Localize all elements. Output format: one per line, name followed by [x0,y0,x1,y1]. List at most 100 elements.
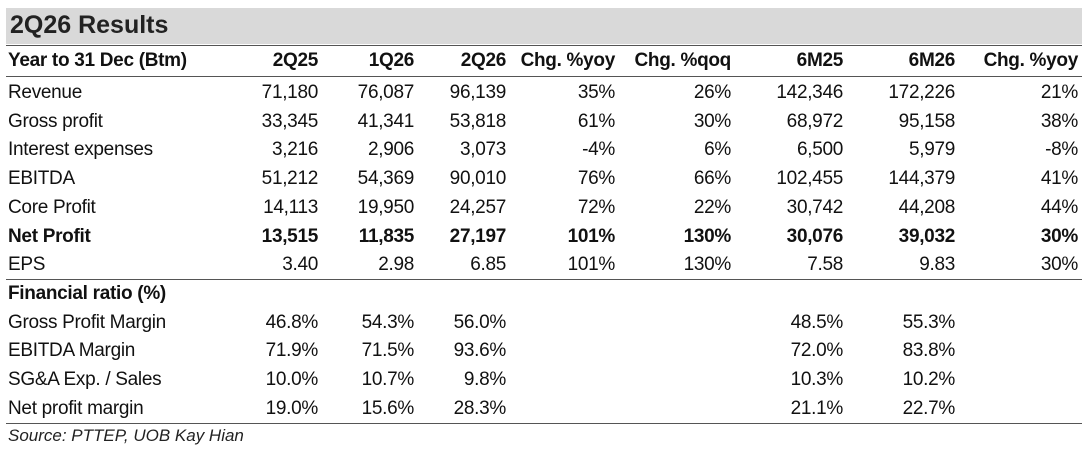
table-cell: 30% [693,110,731,132]
table-cell: 44,208 [898,196,956,218]
column-header: Chg. %yoy [983,50,1079,71]
table-cell: 55.3% [902,311,956,333]
table-cell: 130% [683,254,732,276]
table-cell: 3,216 [271,139,318,161]
table-cell: 51,212 [261,168,319,190]
table-cell: 33,345 [261,110,319,132]
table-cell: 2.98 [378,254,414,276]
table-cell: 38% [1040,110,1078,132]
title-bar [6,8,1082,44]
table-cell: 13,515 [261,225,319,247]
table-cell: 10.0% [265,369,319,390]
table-cell: 5,979 [908,139,955,161]
table-cell: 142,346 [776,82,843,103]
table-cell: 76% [577,168,615,190]
table-cell: 130% [683,225,732,247]
table-cell: 26% [693,82,731,103]
table-cell: 93.6% [453,340,507,362]
table-cell: 90,010 [449,168,507,190]
table-cell: 56.0% [453,311,507,333]
table-cell: 71.5% [361,340,415,362]
table-cell: 53,818 [449,110,507,132]
table-cell: 54.3% [361,311,415,333]
section-header: Financial ratio (%) [8,282,166,304]
table-cell: 10.7% [361,369,415,390]
rule [6,76,1082,77]
table-cell: 101% [567,254,616,276]
row-label: Interest expenses [8,139,153,161]
column-header: 2Q26 [460,50,507,71]
table-cell: 101% [567,225,616,247]
table-cell: 30% [1040,225,1078,247]
rule [6,423,1082,424]
table-cell: 172,226 [888,82,955,103]
table-cell: 66% [693,168,731,190]
table-cell: 19.0% [265,397,319,419]
table-cell: 68,972 [786,110,844,132]
table-cell: 9.83 [919,254,955,276]
table-cell: 72% [577,196,615,218]
table-cell: 9.8% [463,369,506,390]
table-cell: 21.1% [790,397,844,419]
table-cell: 7.58 [807,254,843,276]
column-header: 6M25 [796,50,844,71]
row-label: Net Profit [8,225,91,247]
title: 2Q26 Results [10,11,169,39]
row-label: Revenue [8,82,82,103]
table-cell: 3,073 [459,139,506,161]
row-label: EBITDA [8,168,75,190]
table-cell: 28.3% [453,397,507,419]
table-cell: 41,341 [357,110,415,132]
column-header: 6M26 [908,50,956,71]
column-header: Year to 31 Dec (Btm) [8,50,187,71]
table-cell: 15.6% [361,397,415,419]
rule [6,279,1082,280]
table-cell: 61% [577,110,615,132]
column-header: Chg. %qoq [634,50,731,71]
table-cell: -4% [582,139,615,161]
table-cell: 11,835 [358,225,415,247]
table-cell: 30,742 [786,196,844,218]
row-label: SG&A Exp. / Sales [8,369,162,390]
column-header: 2Q25 [272,50,319,71]
row-label: Gross profit [8,110,103,132]
table-cell: 76,087 [357,82,415,103]
table-cell: 72.0% [790,340,844,362]
table-cell: 96,139 [449,82,507,103]
table-cell: 22% [693,196,731,218]
table-cell: 6,500 [796,139,843,161]
table-cell: 21% [1040,82,1078,103]
column-header: Chg. %yoy [520,50,616,71]
table-cell: -8% [1045,139,1078,161]
row-label: EBITDA Margin [8,340,136,362]
row-label: Gross Profit Margin [8,311,166,333]
table-cell: 27,197 [449,225,507,247]
row-label: Core Profit [8,196,96,218]
table-cell: 10.3% [790,369,844,390]
table-cell: 3.40 [282,254,318,276]
table-cell: 24,257 [449,196,507,218]
table-cell: 41% [1040,168,1078,190]
table-cell: 44% [1040,196,1078,218]
table-cell: 10.2% [902,369,956,390]
table-cell: 71,180 [261,82,319,103]
table-cell: 30% [1040,254,1078,276]
column-header: 1Q26 [368,50,415,71]
table-cell: 46.8% [265,311,319,333]
table-cell: 14,113 [263,196,318,218]
table-cell: 6% [704,139,731,161]
source-note: Source: PTTEP, UOB Kay Hian [8,426,244,445]
table-cell: 95,158 [898,110,956,132]
table-cell: 30,076 [786,225,844,247]
table-cell: 144,379 [888,168,955,190]
table-cell: 22.7% [902,397,956,419]
row-label: Net profit margin [8,397,144,419]
table-cell: 6.85 [470,254,506,276]
table-cell: 19,950 [357,196,415,218]
table-cell: 83.8% [902,340,956,362]
table-cell: 39,032 [898,225,956,247]
table-cell: 35% [577,82,615,103]
table-cell: 48.5% [790,311,844,333]
table-cell: 71.9% [265,340,319,362]
